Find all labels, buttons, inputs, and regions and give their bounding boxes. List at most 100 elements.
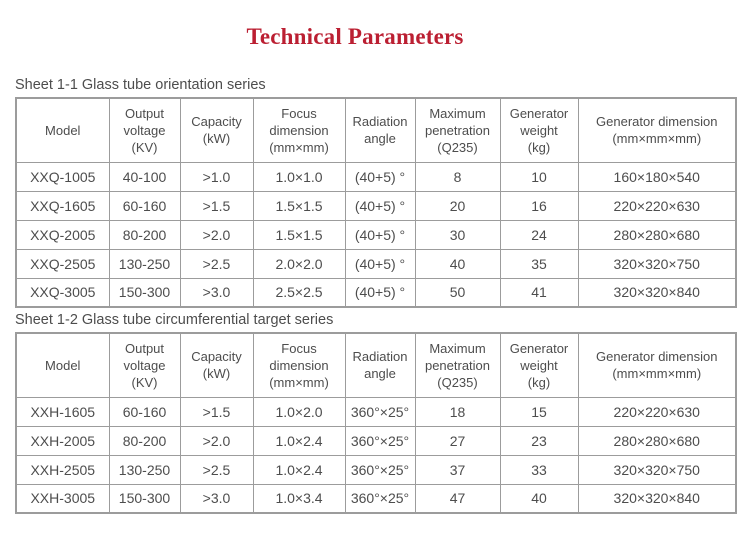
table-cell: >3.0 [179,483,254,514]
table-cell: 360°×25° [344,454,416,485]
table-cell: 220×220×630 [577,396,737,427]
table-cell: 320×320×840 [577,483,737,514]
table-cell: 360°×25° [344,483,416,514]
table-cell: 1.0×2.0 [252,396,346,427]
table-cell: 1.5×1.5 [252,219,346,250]
table-cell: 8 [414,161,501,192]
table-cell: 60-160 [108,396,181,427]
column-header: Generator weight (kg) [499,97,579,163]
table-cell: 1.0×2.4 [252,425,346,456]
table-cell: 360°×25° [344,425,416,456]
table-row: XXH-1605 60-160 >1.5 1.0×2.0 360°×25° 18 15 220… [15,396,737,427]
table-cell: 320×320×750 [577,454,737,485]
table-cell: 2.5×2.5 [252,277,346,308]
table-row: XXQ-1005 40-100 >1.0 1.0×1.0 (40+5) ° 8 10 160×… [15,161,737,192]
table-cell: 320×320×750 [577,248,737,279]
header-row: Model Output voltage (KV) Capacity (kW) Foc… [15,332,737,398]
spec-table-circumferential-target-series: Model Output voltage (KV) Capacity (kW) Foc… [15,332,737,514]
sheet-1-1-section: Sheet 1-1 Glass tube orientation series … [0,77,750,308]
table-cell: 1.0×3.4 [252,483,346,514]
table-cell: (40+5) ° [344,161,416,192]
table-cell: 41 [499,277,579,308]
column-header: Radiation angle [344,332,416,398]
table-row: XXQ-3005 150-300 >3.0 2.5×2.5 (40+5) ° 50 41 32… [15,277,737,308]
table-cell: 40 [414,248,501,279]
table-cell: 150-300 [108,483,181,514]
table-cell: 280×280×680 [577,425,737,456]
table-cell: 160×180×540 [577,161,737,192]
table-cell: XXH-3005 [15,483,110,514]
table-cell: 37 [414,454,501,485]
table-cell: 1.5×1.5 [252,190,346,221]
table-cell: 18 [414,396,501,427]
column-header: Generator dimension (mm×mm×mm) [577,332,737,398]
table-cell: 80-200 [108,219,181,250]
table-row: XXQ-2505 130-250 >2.5 2.0×2.0 (40+5) ° 40 35 32… [15,248,737,279]
table-cell: XXH-2505 [15,454,110,485]
column-header: Maximum penetration (Q235) [414,332,501,398]
spec-table-orientation-series: Model Output voltage (KV) Capacity (kW) Foc… [15,97,737,308]
table-cell: >2.5 [179,248,254,279]
table-caption-sheet-1-1: Sheet 1-1 Glass tube orientation series [15,77,266,93]
column-header: Focus dimension (mm×mm) [252,97,346,163]
column-header: Focus dimension (mm×mm) [252,332,346,398]
column-header: Capacity (kW) [179,332,254,398]
table-cell: 47 [414,483,501,514]
sheet-1-2-section: Sheet 1-2 Glass tube circumferential tar… [0,312,750,514]
table-cell: (40+5) ° [344,190,416,221]
table-row: XXH-3005 150-300 >3.0 1.0×3.4 360°×25° 47 40 32… [15,483,737,514]
table-cell: 150-300 [108,277,181,308]
table-cell: 35 [499,248,579,279]
table-cell: 130-250 [108,248,181,279]
table-row: XXQ-1605 60-160 >1.5 1.5×1.5 (40+5) ° 20 16 220… [15,190,737,221]
column-header: Generator dimension (mm×mm×mm) [577,97,737,163]
table-cell: XXH-1605 [15,396,110,427]
table-cell: XXQ-3005 [15,277,110,308]
table-cell: >3.0 [179,277,254,308]
column-header: Model [15,97,110,163]
table-cell: XXQ-1605 [15,190,110,221]
table-row: XXH-2505 130-250 >2.5 1.0×2.4 360°×25° 37 33 32… [15,454,737,485]
table-cell: (40+5) ° [344,248,416,279]
table-row: XXQ-2005 80-200 >2.0 1.5×1.5 (40+5) ° 30 24 280… [15,219,737,250]
table-cell: 80-200 [108,425,181,456]
table-cell: 16 [499,190,579,221]
table-cell: >2.0 [179,219,254,250]
table-cell: >2.0 [179,425,254,456]
column-header: Output voltage (KV) [108,332,181,398]
table-cell: 30 [414,219,501,250]
table-cell: >1.0 [179,161,254,192]
table-row: XXH-2005 80-200 >2.0 1.0×2.4 360°×25° 27 23 280… [15,425,737,456]
table-cell: 40-100 [108,161,181,192]
table-cell: 60-160 [108,190,181,221]
table-cell: 23 [499,425,579,456]
table-cell: XXQ-2505 [15,248,110,279]
table-cell: 10 [499,161,579,192]
table-cell: >2.5 [179,454,254,485]
table-cell: XXQ-1005 [15,161,110,192]
table-cell: 33 [499,454,579,485]
table-cell: >1.5 [179,396,254,427]
table-cell: 360°×25° [344,396,416,427]
table-cell: 320×320×840 [577,277,737,308]
table-cell: 27 [414,425,501,456]
table-cell: 1.0×2.4 [252,454,346,485]
column-header: Maximum penetration (Q235) [414,97,501,163]
table-cell: 40 [499,483,579,514]
table-caption-sheet-1-2: Sheet 1-2 Glass tube circumferential tar… [15,312,334,328]
table-cell: 20 [414,190,501,221]
table-cell: XXH-2005 [15,425,110,456]
table-cell: >1.5 [179,190,254,221]
column-header: Radiation angle [344,97,416,163]
table-cell: 280×280×680 [577,219,737,250]
column-header: Capacity (kW) [179,97,254,163]
table-cell: (40+5) ° [344,277,416,308]
table-cell: 220×220×630 [577,190,737,221]
table-cell: 130-250 [108,454,181,485]
column-header: Output voltage (KV) [108,97,181,163]
table-cell: 15 [499,396,579,427]
header-row: Model Output voltage (KV) Capacity (kW) Foc… [15,97,737,163]
table-cell: 50 [414,277,501,308]
table-cell: 1.0×1.0 [252,161,346,192]
